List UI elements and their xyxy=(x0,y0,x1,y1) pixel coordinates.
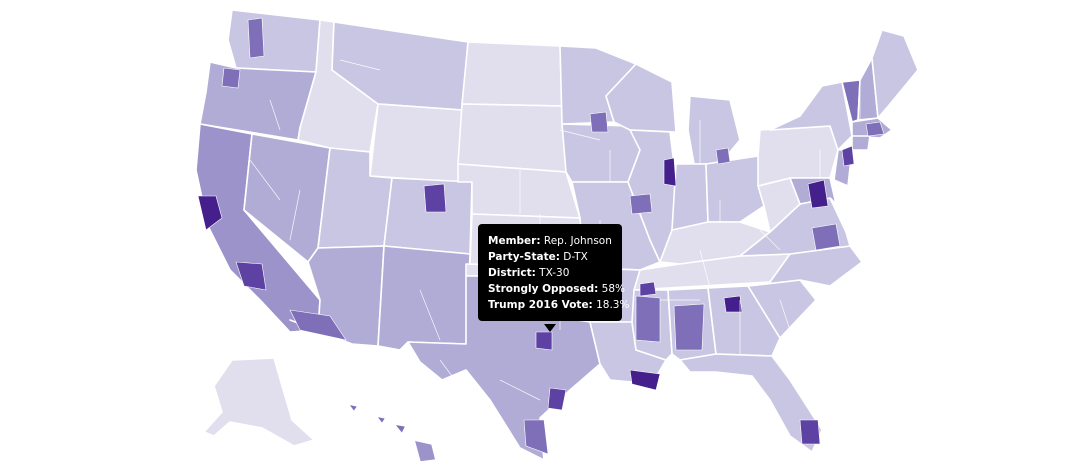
tooltip-member-label: Member: xyxy=(488,235,541,247)
state-hawaii-oahu[interactable] xyxy=(375,415,387,425)
tooltip-trump-value: 18.3% xyxy=(596,299,630,311)
state-ohio[interactable] xyxy=(705,155,765,223)
district-tooltip: Member: Rep. Johnson Party-State: D-TX D… xyxy=(478,224,629,321)
state-alaska[interactable] xyxy=(203,357,315,447)
district-portland[interactable] xyxy=(221,67,241,89)
tooltip-pointer xyxy=(544,324,556,332)
district-charlotte[interactable] xyxy=(811,223,841,251)
district-seattle[interactable] xyxy=(247,17,265,59)
tooltip-district-row: District: TX-30 xyxy=(488,265,612,281)
state-south-dakota[interactable] xyxy=(457,103,567,173)
state-florida[interactable] xyxy=(679,353,823,453)
state-new-mexico[interactable] xyxy=(377,245,471,351)
district-dc[interactable] xyxy=(807,179,829,209)
tooltip-member-value: Rep. Johnson xyxy=(543,235,612,247)
district-atlanta[interactable] xyxy=(723,295,743,313)
tooltip-member-row: Member: Rep. Johnson xyxy=(488,233,612,249)
district-st-louis[interactable] xyxy=(629,193,653,215)
district-chicago[interactable] xyxy=(663,157,677,187)
district-dallas[interactable] xyxy=(535,331,553,351)
tooltip-district-label: District: xyxy=(488,267,536,279)
district-denver[interactable] xyxy=(423,183,447,213)
district-alabama-black-belt[interactable] xyxy=(673,303,705,351)
tooltip-opposed-row: Strongly Opposed: 58% xyxy=(488,281,625,297)
tooltip-trump-label: Trump 2016 Vote: xyxy=(488,299,593,311)
state-washington[interactable] xyxy=(227,9,321,73)
state-new-york[interactable] xyxy=(769,81,853,151)
district-minneapolis[interactable] xyxy=(589,111,609,133)
tooltip-party-state-label: Party-State: xyxy=(488,251,560,263)
district-south-texas[interactable] xyxy=(523,419,549,455)
state-maine[interactable] xyxy=(871,29,919,119)
district-boston[interactable] xyxy=(865,121,885,137)
state-connecticut[interactable] xyxy=(851,135,871,151)
state-pennsylvania[interactable] xyxy=(757,125,839,187)
district-miami[interactable] xyxy=(799,419,821,445)
tooltip-party-state-row: Party-State: D-TX xyxy=(488,249,612,265)
state-iowa[interactable] xyxy=(561,123,641,183)
state-indiana[interactable] xyxy=(671,163,709,233)
tooltip-district-value: TX-30 xyxy=(539,267,570,279)
state-wisconsin[interactable] xyxy=(605,63,677,133)
district-los-angeles[interactable] xyxy=(235,261,267,291)
state-hawaii-maui[interactable] xyxy=(393,423,407,435)
state-hawaii-big-island[interactable] xyxy=(413,439,437,463)
state-wyoming[interactable] xyxy=(369,103,463,183)
tooltip-trump-row: Trump 2016 Vote: 18.3% xyxy=(488,297,629,313)
district-houston[interactable] xyxy=(547,387,567,411)
tooltip-party-state-value: D-TX xyxy=(563,251,588,263)
tooltip-opposed-value: 58% xyxy=(601,283,626,295)
district-memphis[interactable] xyxy=(639,281,657,297)
state-michigan[interactable] xyxy=(687,95,741,165)
district-bay-area[interactable] xyxy=(197,195,223,231)
district-new-orleans[interactable] xyxy=(629,369,661,391)
district-nyc[interactable] xyxy=(841,145,855,167)
state-nebraska[interactable] xyxy=(457,163,581,219)
tooltip-opposed-label: Strongly Opposed: xyxy=(488,283,599,295)
district-mississippi-delta[interactable] xyxy=(635,295,661,343)
district-tucson[interactable] xyxy=(289,309,347,341)
state-hawaii-kauai[interactable] xyxy=(347,403,359,413)
state-north-dakota[interactable] xyxy=(461,41,563,107)
district-detroit[interactable] xyxy=(715,147,731,165)
